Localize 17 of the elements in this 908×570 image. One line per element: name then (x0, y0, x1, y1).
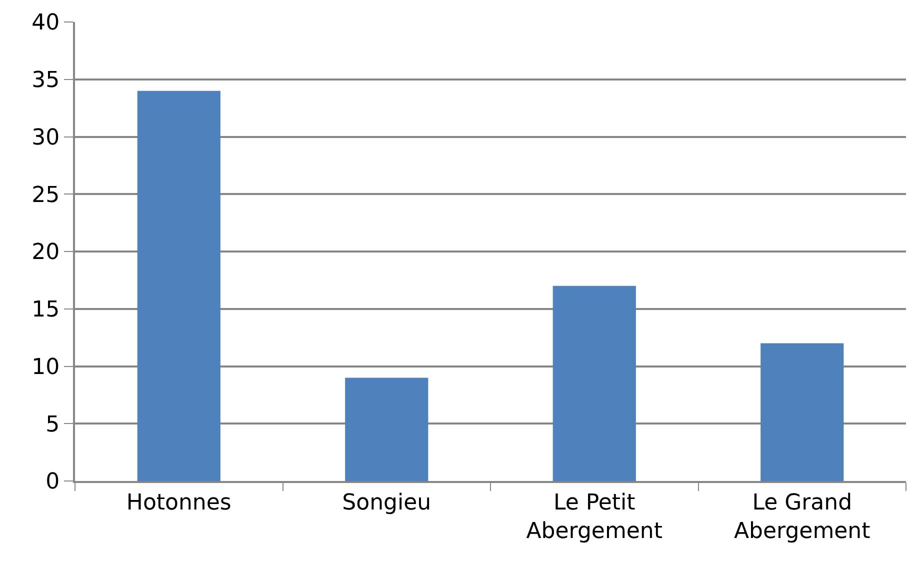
y-tick-label: 20 (32, 240, 60, 266)
y-tick-label: 15 (32, 298, 60, 323)
y-tick-label: 30 (32, 125, 60, 150)
bar (552, 286, 636, 481)
bar (345, 378, 428, 481)
x-tick-label: Le Grand Abergement (734, 490, 871, 544)
y-tick-label: 5 (46, 412, 60, 438)
y-tick-label: 35 (32, 68, 60, 94)
x-tick-label: Hotonnes (126, 490, 232, 516)
y-tick-label: 10 (32, 354, 60, 380)
bar (137, 90, 220, 481)
y-tick-label: 40 (32, 10, 60, 36)
x-tick-label: Songieu (342, 490, 432, 516)
y-tick-label: 25 (32, 182, 60, 208)
bar (760, 343, 844, 481)
y-tick-label: 0 (46, 470, 60, 495)
x-tick-label: Le Petit Abergement (526, 490, 663, 544)
